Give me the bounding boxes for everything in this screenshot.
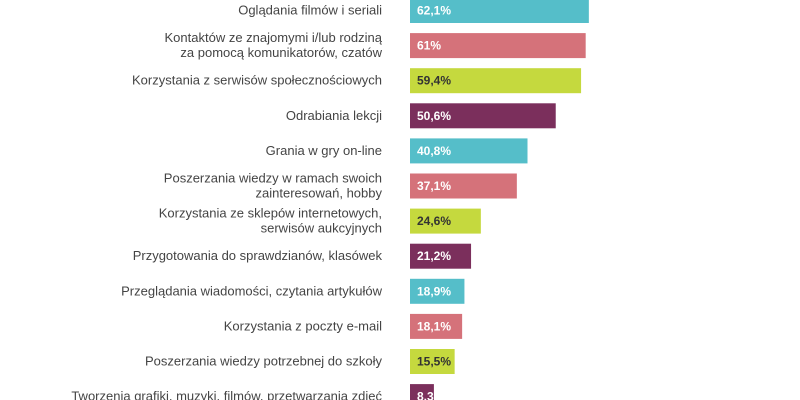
bar — [410, 0, 589, 23]
category-label: Grania w gry on-line — [266, 143, 382, 158]
category-label: Przeglądania wiadomości, czytania artyku… — [121, 283, 382, 298]
value-label: 21,2% — [417, 249, 451, 263]
value-label: 18,1% — [417, 319, 451, 333]
bar — [410, 33, 586, 59]
category-label: Tworzenia grafiki, muzyki, filmów, przet… — [71, 389, 382, 400]
bar — [410, 208, 481, 234]
bar — [410, 68, 582, 94]
value-label: 59,4% — [417, 74, 451, 88]
category-label: Przygotowania do sprawdzianów, klasówek — [133, 248, 383, 263]
value-label: 50,6% — [417, 109, 451, 123]
bar — [410, 384, 434, 400]
bar — [410, 138, 528, 164]
bar — [410, 349, 455, 374]
value-label: 61% — [417, 39, 441, 53]
bar — [410, 313, 463, 339]
bar — [410, 278, 465, 304]
value-label: 62,1% — [417, 4, 451, 18]
value-label: 40,8% — [417, 144, 451, 158]
category-label: Poszerzania wiedzy w ramach swoich zainte… — [164, 171, 383, 201]
category-label: Oglądania filmów i seriali — [238, 3, 382, 18]
category-label: Kontaktów ze znajomymi i/lub rodziną za p… — [165, 30, 383, 60]
category-label: Poszerzania wiedzy potrzebnej do szkoły — [145, 354, 383, 369]
category-label: Odrabiania lekcji — [286, 108, 382, 123]
bar — [410, 173, 517, 199]
bar — [410, 243, 472, 269]
value-label: 18,9% — [417, 284, 451, 298]
category-label: Korzystania z serwisów społecznościowych — [132, 73, 382, 88]
value-label: 15,5% — [417, 355, 451, 369]
category-label: Korzystania z poczty e-mail — [224, 318, 382, 333]
bar — [410, 103, 556, 129]
category-label: Korzystania ze sklepów internetowych, ser… — [159, 206, 382, 236]
value-label: 37,1% — [417, 179, 451, 193]
value-label: 24,6% — [417, 214, 451, 228]
value-label: 8,3% — [417, 390, 445, 400]
